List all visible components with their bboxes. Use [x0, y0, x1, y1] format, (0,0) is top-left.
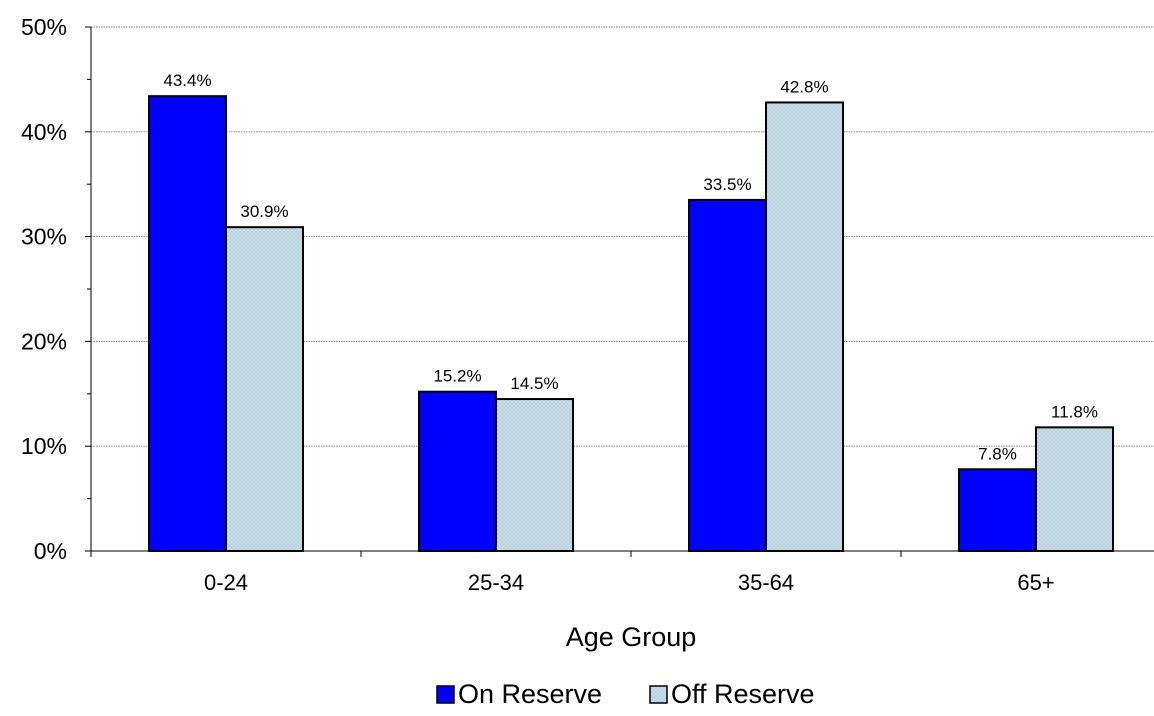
- x-category-label: 35-64: [738, 570, 794, 595]
- bar-on-reserve: [688, 198, 767, 552]
- legend-swatch-off-reserve: [649, 685, 668, 704]
- bars: [148, 95, 1114, 553]
- legend-label: On Reserve: [458, 679, 602, 709]
- data-label: 43.4%: [163, 71, 211, 90]
- y-tick-label: 40%: [21, 119, 67, 145]
- x-category-label: 65+: [1017, 570, 1054, 595]
- legend-label: Off Reserve: [671, 679, 815, 709]
- y-tick-label: 10%: [21, 433, 67, 459]
- data-label: 30.9%: [240, 202, 288, 221]
- bar-off-reserve: [225, 226, 304, 552]
- legend: On Reserve Off Reserve: [436, 679, 815, 709]
- y-tick-label: 20%: [21, 328, 67, 354]
- y-tick-label: 30%: [21, 224, 67, 250]
- axes: [85, 26, 1154, 557]
- data-label: 7.8%: [978, 444, 1017, 463]
- data-label: 14.5%: [510, 374, 558, 393]
- bar-off-reserve: [495, 398, 574, 553]
- legend-swatch-on-reserve: [436, 685, 455, 704]
- y-tick-label: 50%: [21, 14, 67, 40]
- bar-on-reserve: [148, 95, 227, 552]
- y-tick-label: 0%: [34, 538, 67, 564]
- data-label: 11.8%: [1051, 402, 1098, 421]
- bar-on-reserve: [418, 390, 497, 553]
- data-label: 42.8%: [780, 77, 828, 96]
- x-category-label: 25-34: [468, 570, 524, 595]
- x-axis-title: Age Group: [566, 622, 697, 652]
- labels: 0% 10% 20% 30% 40% 50% 43.4% 30.9% 0-24 15.2% 14.5…: [21, 14, 1098, 595]
- bar-off-reserve: [765, 101, 844, 553]
- x-category-label: 0-24: [204, 570, 248, 595]
- bar-on-reserve: [958, 468, 1037, 553]
- bar-off-reserve: [1035, 426, 1114, 552]
- data-label: 15.2%: [433, 367, 481, 386]
- data-label: 33.5%: [703, 175, 751, 194]
